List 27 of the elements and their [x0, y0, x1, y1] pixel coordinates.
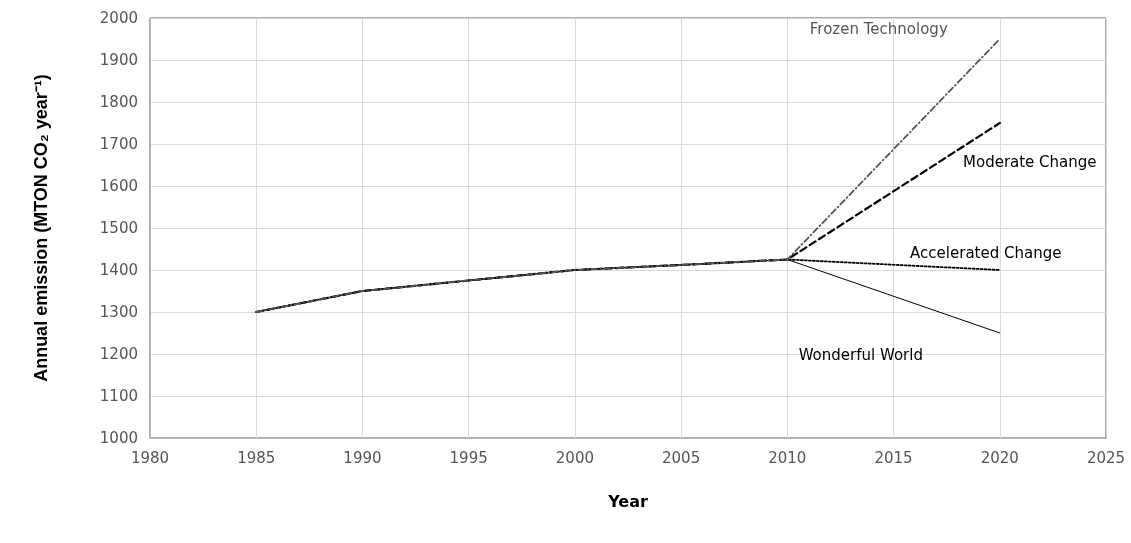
series-label: Accelerated Change: [910, 243, 1062, 262]
x-tick-label: 1990: [343, 448, 382, 467]
x-tick-label: 2020: [980, 448, 1019, 467]
y-tick-label: 1700: [99, 135, 138, 153]
y-axis-title: Annual emission (MTON CO₂ year⁻¹): [31, 74, 51, 382]
x-tick-label: 2000: [555, 448, 594, 467]
y-tick-label: 1600: [99, 177, 138, 195]
y-tick-label: 1500: [99, 219, 138, 237]
series-label: Moderate Change: [963, 152, 1097, 171]
x-tick-label: 1995: [449, 448, 488, 467]
text: Frozen Technology: [809, 19, 948, 38]
x-tick-label: 2010: [768, 448, 807, 467]
y-tick-label: 1800: [99, 93, 138, 111]
y-tick-label: 2000: [99, 9, 138, 27]
y-tick-label: 1300: [99, 303, 138, 321]
x-tick-label: 2005: [662, 448, 701, 467]
x-tick-label: 1980: [130, 448, 170, 467]
x-axis-title: Year: [607, 491, 648, 511]
y-tick-label: 1000: [99, 429, 138, 447]
y-tick-label: 1100: [99, 387, 138, 405]
y-tick-label: 1200: [99, 345, 138, 363]
x-tick-label: 2025: [1086, 448, 1126, 467]
x-tick-label: 2015: [874, 448, 913, 467]
y-tick-label: 1900: [99, 51, 138, 69]
text: Wonderful World: [798, 345, 923, 364]
y-tick-label: 1400: [99, 261, 138, 279]
x-tick-label: 1985: [237, 448, 276, 467]
